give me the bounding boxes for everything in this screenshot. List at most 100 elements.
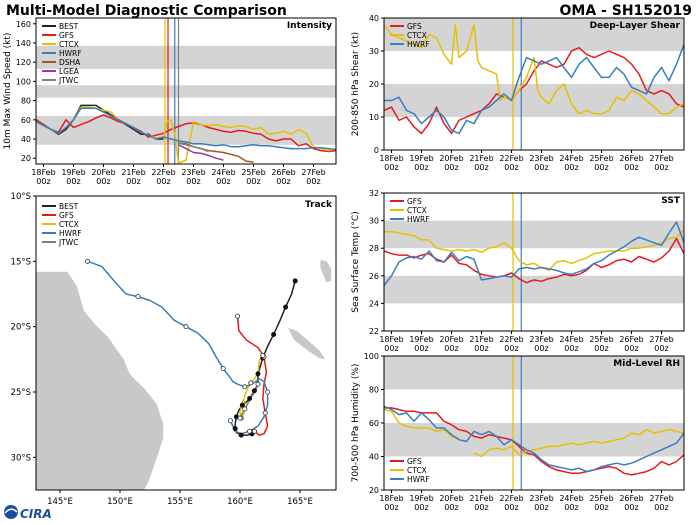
- shear-xtick-label: 23Feb: [529, 154, 553, 163]
- intensity-ytick-label: 80: [21, 97, 31, 106]
- shear-xtick-label: 19Feb: [409, 154, 433, 163]
- shear-band-0: [384, 84, 684, 117]
- sst-xtick-sublabel: 00z: [564, 344, 578, 353]
- track-ctcx-marker: [248, 380, 254, 386]
- rh-xtick-label: 22Feb: [499, 494, 523, 503]
- track-best-marker: [238, 432, 244, 438]
- sst-xtick-label: 22Feb: [499, 335, 523, 344]
- intensity-ytick-label: 60: [21, 116, 31, 125]
- intensity-legend-label-hwrf: HWRF: [59, 49, 82, 58]
- intensity-xtick-label: 26Feb: [271, 168, 295, 177]
- intensity-xtick-sublabel: 00z: [66, 177, 80, 186]
- track-xtick-label: 155°E: [167, 497, 193, 507]
- track-hwrf-marker: [242, 384, 248, 390]
- shear-xtick-label: 20Feb: [439, 154, 463, 163]
- track-xtick-label: 150°E: [107, 497, 133, 507]
- chart-track: 145°E 150°E 155°E 160°E 165°E 10°S 15°S 20°S 25°…: [11, 192, 337, 507]
- land-australia: [36, 271, 164, 490]
- intensity-xtick-label: 24Feb: [211, 168, 235, 177]
- intensity-series-hwrf: [36, 107, 336, 151]
- intensity-xtick-sublabel: 00z: [276, 177, 290, 186]
- track-best-marker: [247, 396, 253, 402]
- track-legend-label-jtwc: JTWC: [58, 238, 78, 247]
- rh-ytick-label: 80: [369, 386, 379, 395]
- intensity-xtick-label: 25Feb: [241, 168, 265, 177]
- shear-series-hwrf: [384, 44, 684, 135]
- intensity-xtick-sublabel: 00z: [306, 177, 320, 186]
- sst-xtick-label: 26Feb: [619, 335, 643, 344]
- rh-xtick-label: 20Feb: [439, 494, 463, 503]
- rh-xtick-sublabel: 00z: [444, 503, 458, 512]
- intensity-xtick-label: 21Feb: [121, 168, 145, 177]
- sst-xtick-sublabel: 00z: [534, 344, 548, 353]
- sst-frame: [383, 192, 685, 332]
- rh-xtick-sublabel: 00z: [594, 503, 608, 512]
- sst-xtick-label: 18Feb: [379, 335, 403, 344]
- track-xtick-label: 160°E: [227, 497, 253, 507]
- rh-xtick-label: 26Feb: [619, 494, 643, 503]
- intensity-ytick-label: 20: [21, 154, 31, 163]
- sst-xtick-label: 23Feb: [529, 335, 553, 344]
- shear-xtick-label: 18Feb: [379, 154, 403, 163]
- sst-ytick-label: 24: [369, 299, 379, 308]
- rh-xtick-sublabel: 00z: [504, 503, 518, 512]
- intensity-series-group: [36, 104, 336, 164]
- sst-xtick-label: 25Feb: [589, 335, 613, 344]
- track-legend-label-hwrf: HWRF: [59, 229, 82, 238]
- rh-xtick-sublabel: 00z: [384, 503, 398, 512]
- rh-ylabel: 700-500 hPa Humidity (%): [351, 364, 361, 483]
- shear-legend-label-gfs: GFS: [407, 22, 422, 31]
- rh-xtick-label: 24Feb: [559, 494, 583, 503]
- rh-series-hwrf: [384, 405, 684, 473]
- intensity-ytick-label: 100: [16, 77, 31, 86]
- track-legend-label-best: BEST: [59, 202, 79, 211]
- track-hwrf-marker: [135, 294, 141, 300]
- sst-series-hwrf: [384, 221, 684, 286]
- track-jtwc-marker: [242, 406, 248, 412]
- track-best-marker: [255, 371, 261, 377]
- intensity-ytick-label: 40: [21, 135, 31, 144]
- track-hwrf-marker: [247, 428, 253, 434]
- rh-xtick-label: 21Feb: [469, 494, 493, 503]
- intensity-ylabel: 10m Max Wind Speed (kt): [3, 33, 13, 150]
- storm-id: OMA - SH152019: [559, 3, 692, 19]
- sst-xtick-label: 27Feb: [649, 335, 673, 344]
- track-legend-label-ctcx: CTCX: [59, 220, 79, 229]
- sst-xtick-label: 21Feb: [469, 335, 493, 344]
- sst-xtick-sublabel: 00z: [654, 344, 668, 353]
- shear-title: Deep-Layer Shear: [590, 21, 681, 31]
- track-gfs-marker: [251, 428, 257, 434]
- shear-xtick-sublabel: 00z: [564, 163, 578, 172]
- rh-band-1: [384, 356, 684, 390]
- rh-xtick-sublabel: 00z: [624, 503, 638, 512]
- shear-ytick-label: 0: [374, 146, 379, 155]
- track-best-marker: [292, 278, 298, 284]
- sst-legend-label-hwrf: HWRF: [407, 215, 430, 224]
- track-hwrf-marker: [183, 324, 189, 330]
- track-ytick-label: 30°S: [11, 453, 31, 463]
- sst-xtick-sublabel: 00z: [414, 344, 428, 353]
- shear-ylabel: 200-850 hPa Shear (kt): [351, 32, 361, 136]
- intensity-xtick-sublabel: 00z: [96, 177, 110, 186]
- sst-xtick-sublabel: 00z: [504, 344, 518, 353]
- sst-ytick-label: 26: [369, 272, 379, 281]
- track-hwrf-marker: [227, 418, 233, 424]
- sst-xtick-sublabel: 00z: [474, 344, 488, 353]
- intensity-ytick-label: 160: [16, 20, 31, 29]
- intensity-band-0: [36, 115, 336, 145]
- rh-ytick-label: 60: [369, 419, 379, 428]
- intensity-xtick-label: 22Feb: [151, 168, 175, 177]
- sst-xtick-sublabel: 00z: [594, 344, 608, 353]
- sst-series-group: [384, 221, 684, 286]
- rh-series-gfs: [384, 407, 684, 476]
- track-ytick-label: 25°S: [11, 388, 31, 398]
- cira-logo: CIRA: [4, 505, 52, 521]
- rh-xtick-sublabel: 00z: [534, 503, 548, 512]
- rh-series-ctcx: [384, 408, 684, 458]
- track-best-marker: [239, 402, 245, 408]
- chart-sst: 22242628303218Feb00z19Feb00z20Feb00z21Fe…: [351, 189, 685, 353]
- rh-band-0: [384, 423, 684, 457]
- shear-xtick-sublabel: 00z: [594, 163, 608, 172]
